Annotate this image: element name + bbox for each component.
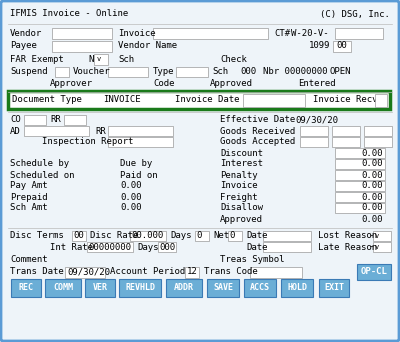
Bar xyxy=(364,137,392,147)
Text: Paid on: Paid on xyxy=(120,171,158,180)
Bar xyxy=(55,67,69,77)
Bar xyxy=(65,266,105,277)
Text: Sch: Sch xyxy=(212,67,228,77)
Text: CT#: CT# xyxy=(274,28,290,38)
Bar xyxy=(335,148,385,158)
Text: REVHLD: REVHLD xyxy=(125,284,155,292)
Bar xyxy=(108,126,173,136)
Bar xyxy=(94,53,108,65)
Bar xyxy=(373,242,391,252)
Text: 00: 00 xyxy=(336,41,347,51)
Text: Freight: Freight xyxy=(220,193,258,201)
Bar xyxy=(243,93,305,106)
Bar xyxy=(332,137,360,147)
FancyBboxPatch shape xyxy=(119,279,161,297)
Text: INVOICE: INVOICE xyxy=(103,95,141,105)
Text: 09/30/20: 09/30/20 xyxy=(295,116,338,124)
Text: Days: Days xyxy=(137,242,158,251)
Text: Int Rate: Int Rate xyxy=(50,242,93,251)
Text: Sch Amt: Sch Amt xyxy=(10,203,48,212)
Bar xyxy=(375,93,387,106)
Text: Nbr 00000000: Nbr 00000000 xyxy=(263,67,328,77)
Text: CO: CO xyxy=(10,116,21,124)
Text: VER: VER xyxy=(92,284,108,292)
FancyBboxPatch shape xyxy=(45,279,81,297)
Bar xyxy=(176,67,208,77)
FancyBboxPatch shape xyxy=(8,91,390,109)
Text: Type: Type xyxy=(153,67,174,77)
Bar xyxy=(332,126,360,136)
Bar xyxy=(335,27,383,39)
Text: 0: 0 xyxy=(196,232,201,240)
Text: 000: 000 xyxy=(240,67,256,77)
FancyBboxPatch shape xyxy=(166,279,202,297)
Bar xyxy=(364,126,392,136)
Text: Pay Amt: Pay Amt xyxy=(10,182,48,190)
Bar xyxy=(195,231,209,241)
Bar xyxy=(335,203,385,213)
Text: Comment: Comment xyxy=(10,254,48,263)
Bar xyxy=(300,137,328,147)
Text: RR: RR xyxy=(95,127,106,135)
FancyBboxPatch shape xyxy=(244,279,276,297)
Text: Vendor Name: Vendor Name xyxy=(118,41,177,51)
Text: Inspection Report: Inspection Report xyxy=(42,137,133,146)
Text: 0.00: 0.00 xyxy=(362,182,383,190)
Text: 00: 00 xyxy=(73,232,84,240)
Text: Goods Accepted: Goods Accepted xyxy=(220,137,295,146)
Text: FAR Exempt: FAR Exempt xyxy=(10,54,64,64)
Bar xyxy=(24,126,89,136)
Text: 09/30/20: 09/30/20 xyxy=(67,267,110,276)
Text: EXIT: EXIT xyxy=(324,284,344,292)
Text: Check: Check xyxy=(220,54,247,64)
Text: Code: Code xyxy=(153,79,174,89)
Text: -: - xyxy=(368,232,373,240)
Text: -: - xyxy=(368,242,373,251)
Bar xyxy=(87,242,133,252)
Text: SAVE: SAVE xyxy=(213,284,233,292)
Text: 0: 0 xyxy=(229,232,234,240)
Bar xyxy=(52,27,112,39)
Text: 0.00: 0.00 xyxy=(120,182,142,190)
Bar xyxy=(185,266,199,277)
Text: 0.00: 0.00 xyxy=(362,203,383,212)
Text: 00.000: 00.000 xyxy=(131,232,163,240)
Bar xyxy=(24,115,46,125)
Text: v: v xyxy=(375,233,379,239)
Text: Goods Received: Goods Received xyxy=(220,127,295,135)
Bar xyxy=(52,40,112,52)
Text: Approved: Approved xyxy=(220,214,263,224)
Text: v: v xyxy=(97,56,101,62)
Text: N: N xyxy=(88,54,93,64)
Text: Disc Terms: Disc Terms xyxy=(10,232,64,240)
Text: Due by: Due by xyxy=(120,159,152,169)
Bar xyxy=(64,115,86,125)
Bar xyxy=(263,242,311,252)
Text: 0.00: 0.00 xyxy=(120,193,142,201)
Text: 1099: 1099 xyxy=(308,41,330,51)
Text: REC: REC xyxy=(18,284,34,292)
Text: Disallow: Disallow xyxy=(220,203,263,212)
Bar xyxy=(335,170,385,180)
Bar xyxy=(335,181,385,191)
Text: IFMIS Invoice - Online: IFMIS Invoice - Online xyxy=(10,10,128,18)
Text: Net: Net xyxy=(213,232,229,240)
Text: OP-CL: OP-CL xyxy=(360,267,388,276)
Text: Schedule by: Schedule by xyxy=(10,159,69,169)
Text: OPEN: OPEN xyxy=(330,67,352,77)
Text: ACCS: ACCS xyxy=(250,284,270,292)
Text: Late Reason: Late Reason xyxy=(318,242,377,251)
Bar xyxy=(108,67,148,77)
Text: Document Type: Document Type xyxy=(12,95,82,105)
Bar xyxy=(130,231,166,241)
Bar xyxy=(263,231,311,241)
Text: 0.00: 0.00 xyxy=(362,193,383,201)
Text: COMM: COMM xyxy=(53,284,73,292)
Text: Effective Date: Effective Date xyxy=(220,116,295,124)
FancyBboxPatch shape xyxy=(357,264,391,280)
Text: AD: AD xyxy=(10,127,21,135)
Text: Sch: Sch xyxy=(118,54,134,64)
FancyBboxPatch shape xyxy=(11,279,41,297)
Text: Discount: Discount xyxy=(220,148,263,158)
